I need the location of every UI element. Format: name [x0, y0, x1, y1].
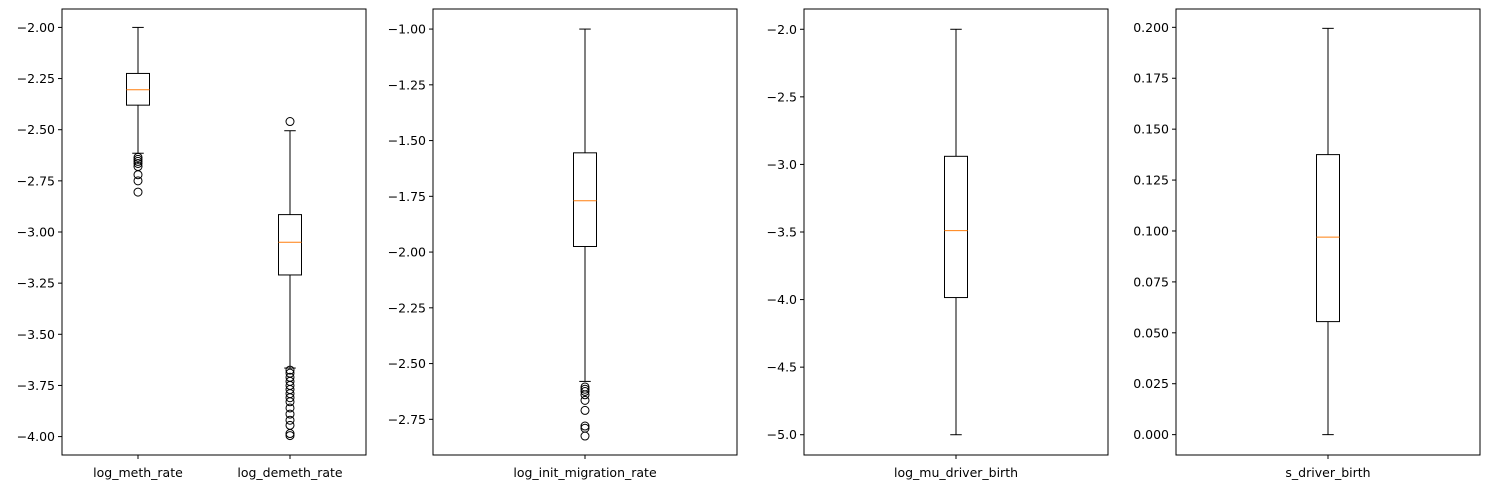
- axes-frame-1: [61, 8, 367, 456]
- y-tick-label: −2.0: [767, 22, 797, 37]
- y-tick-label: −1.75: [388, 189, 426, 204]
- outlier-point: [580, 395, 590, 405]
- x-tick-label: log_init_migration_rate: [513, 465, 657, 480]
- y-tick-label: 0.200: [1133, 20, 1169, 35]
- outlier-point: [285, 409, 295, 419]
- y-tick-label: −3.50: [17, 327, 55, 342]
- y-tick-label: −2.75: [388, 412, 426, 427]
- y-tick-label: 0.125: [1133, 173, 1169, 188]
- outlier-point: [285, 397, 295, 407]
- y-tick-label: −4.0: [767, 292, 797, 307]
- outlier-point: [285, 365, 295, 375]
- box-log_demeth_rate: [278, 214, 302, 276]
- y-tick-label: 0.050: [1133, 325, 1169, 340]
- outlier-point: [580, 386, 590, 396]
- outlier-point: [133, 158, 143, 168]
- y-tick-label: −2.50: [17, 122, 55, 137]
- box-log_init_migration_rate: [573, 152, 597, 247]
- y-tick-label: −2.25: [17, 71, 55, 86]
- y-tick-label: −2.5: [767, 89, 797, 104]
- outlier-point: [285, 415, 295, 425]
- y-tick-label: 0.000: [1133, 427, 1169, 442]
- y-tick-label: −2.75: [17, 173, 55, 188]
- y-tick-label: 0.175: [1133, 71, 1169, 86]
- y-tick-label: −5.0: [767, 427, 797, 442]
- x-tick-label: log_meth_rate: [93, 465, 183, 480]
- y-tick-label: −4.00: [17, 429, 55, 444]
- box-s_driver_birth: [1316, 154, 1340, 323]
- y-tick-label: 0.075: [1133, 274, 1169, 289]
- outlier-point: [580, 405, 590, 415]
- y-tick-label: −1.50: [388, 133, 426, 148]
- y-tick-label: −3.5: [767, 225, 797, 240]
- outlier-point: [285, 431, 295, 441]
- y-tick-label: −2.25: [388, 300, 426, 315]
- outlier-point: [285, 420, 295, 430]
- outlier-point: [580, 384, 590, 394]
- y-tick-label: 0.100: [1133, 223, 1169, 238]
- y-tick-label: −3.00: [17, 225, 55, 240]
- outlier-point: [133, 187, 143, 197]
- outlier-point: [580, 421, 590, 431]
- x-tick-label: log_mu_driver_birth: [894, 465, 1018, 480]
- outlier-point: [133, 170, 143, 180]
- y-tick-label: 0.025: [1133, 376, 1169, 391]
- x-tick-label: s_driver_birth: [1285, 465, 1370, 480]
- y-tick-label: −3.0: [767, 157, 797, 172]
- y-tick-label: −2.50: [388, 356, 426, 371]
- outlier-point: [133, 176, 143, 186]
- outlier-point: [285, 403, 295, 413]
- y-tick-label: −2.00: [17, 20, 55, 35]
- outlier-point: [580, 390, 590, 400]
- y-tick-label: −1.00: [388, 22, 426, 37]
- x-tick-label: log_demeth_rate: [237, 465, 343, 480]
- y-tick-label: −2.00: [388, 245, 426, 260]
- y-tick-label: −3.25: [17, 276, 55, 291]
- outlier-point: [285, 393, 295, 403]
- y-tick-label: 0.150: [1133, 122, 1169, 137]
- outlier-point: [285, 429, 295, 439]
- box-log_mu_driver_birth: [944, 155, 968, 299]
- y-tick-label: −4.5: [767, 360, 797, 375]
- outlier-point: [285, 117, 295, 127]
- outlier-point: [580, 431, 590, 441]
- y-tick-label: −3.75: [17, 378, 55, 393]
- box-log_meth_rate: [126, 72, 150, 106]
- y-tick-label: −1.25: [388, 77, 426, 92]
